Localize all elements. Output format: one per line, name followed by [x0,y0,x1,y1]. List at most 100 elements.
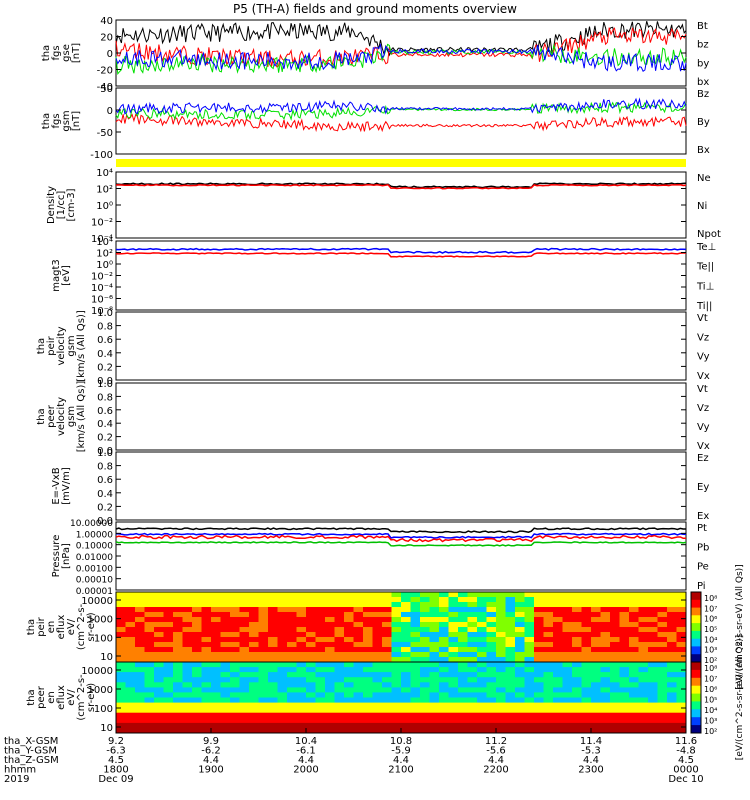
svg-text:en: en [46,621,57,634]
heatmap-cell [144,662,155,668]
heatmap-cell [144,682,155,688]
y-tick-label: -50 [97,128,113,139]
heatmap-cell [610,712,620,719]
legend-entry: Vt [697,384,708,395]
heatmap-cell [401,712,411,719]
heatmap-cell [410,622,421,628]
heatmap-cell [420,592,430,598]
colorbar-tick-label: 10⁸ [704,664,717,673]
heatmap-cell [325,717,335,724]
heatmap-cell [363,712,373,719]
heatmap-cell [553,677,563,683]
heatmap-cell [154,682,164,688]
heatmap-cell [201,657,212,663]
heatmap-cell [429,717,440,724]
y-tick-label: 1000 [88,685,113,696]
y-tick-label: 10 [100,723,113,734]
heatmap-cell [667,702,677,709]
heatmap-cell [524,597,535,603]
heatmap-cell [391,622,402,628]
heatmap-cell [486,612,497,618]
heatmap-cell [201,677,212,683]
heatmap-cell [676,657,687,663]
heatmap-cell [562,707,573,714]
heatmap-cell [629,667,639,673]
heatmap-cell [610,612,620,618]
heatmap-cell [363,637,373,643]
heatmap-cell [325,647,335,653]
heatmap-cell [600,662,611,668]
heatmap-cell [211,617,221,623]
heatmap-cell [429,707,440,714]
heatmap-cell [372,657,383,663]
heatmap-cell [572,707,582,714]
heatmap-cell [524,697,535,704]
heatmap-cell [562,637,573,643]
heatmap-cell [192,712,202,719]
heatmap-cell [458,592,468,598]
heatmap-cell [363,702,373,709]
heatmap-cell [363,592,373,598]
heatmap-cell [505,637,516,643]
svg-text:[cm-3]: [cm-3] [66,188,77,221]
heatmap-cell [268,612,278,618]
heatmap-cell [629,607,639,613]
heatmap-cell [382,687,392,693]
heatmap-cell [239,717,250,724]
heatmap-cell [420,662,430,668]
y-tick-label: 0.00010 [76,576,113,586]
heatmap-cell [439,597,449,603]
heatmap-cell [372,702,383,709]
heatmap-cell [144,612,155,618]
heatmap-cell [667,647,677,653]
heatmap-cell [524,722,535,729]
heatmap-cell [619,652,630,658]
heatmap-cell [201,667,212,673]
heatmap-cell [496,677,506,683]
heatmap-cell [448,682,459,688]
heatmap-cell [619,712,630,719]
heatmap-cell [353,597,364,603]
heatmap-cell [486,697,497,704]
heatmap-cell [458,682,468,688]
heatmap-cell [239,692,250,698]
heatmap-cell [277,632,288,638]
heatmap-cell [429,642,440,648]
heatmap-cell [287,712,297,719]
heatmap-cell [258,607,269,613]
colorbar-tick-label: 10³ [704,646,717,655]
heatmap-cell [144,702,155,709]
heatmap-cell [420,667,430,673]
series-line [115,247,687,254]
heatmap-cell [344,677,354,683]
heatmap-cell [439,722,449,729]
heatmap-cell [344,627,354,633]
heatmap-cell [600,627,611,633]
heatmap-cell [410,642,421,648]
heatmap-cell [239,642,250,648]
heatmap-cell [505,672,516,678]
heatmap-cell [562,697,573,704]
heatmap-cell [135,702,145,709]
heatmap-cell [534,622,544,628]
y-tick-label: 0.6 [97,475,113,486]
heatmap-cell [334,722,345,729]
heatmap-cell [676,637,687,643]
heatmap-cell [638,687,649,693]
heatmap-cell [201,642,212,648]
heatmap-cell [116,647,126,653]
heatmap-cell [439,707,449,714]
heatmap-cell [543,627,554,633]
heatmap-cell [296,677,307,683]
x-tick-label: -5.3 [581,746,601,757]
svg-text:Pressure: Pressure [51,535,62,578]
heatmap-cell [477,692,487,698]
heatmap-cell [287,707,297,714]
heatmap-cell [458,677,468,683]
heatmap-cell [619,667,630,673]
heatmap-cell [401,652,411,658]
heatmap-cell [353,612,364,618]
heatmap-cell [676,717,687,724]
heatmap-cell [192,662,202,668]
